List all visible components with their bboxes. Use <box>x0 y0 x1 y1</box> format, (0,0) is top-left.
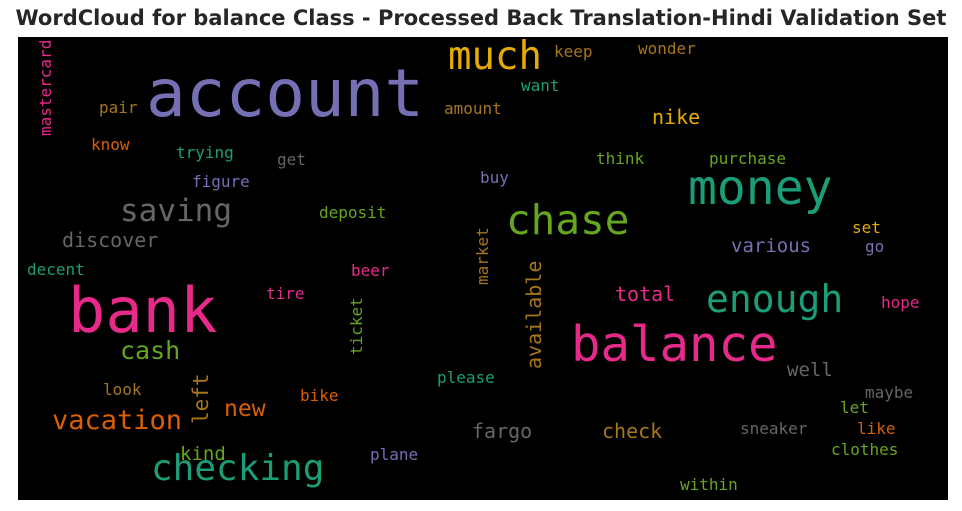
word-like: like <box>857 419 896 438</box>
word-enough: enough <box>706 277 844 321</box>
word-clothes: clothes <box>831 440 899 459</box>
word-much: much <box>448 37 542 79</box>
word-plane: plane <box>370 445 419 464</box>
word-new: new <box>224 396 266 422</box>
word-check: check <box>602 419 663 443</box>
word-beer: beer <box>351 261 390 280</box>
word-want: want <box>521 76 560 95</box>
word-discover: discover <box>62 228 159 252</box>
word-deposit: deposit <box>319 203 387 222</box>
word-figure: figure <box>192 172 250 191</box>
word-cash: cash <box>120 336 181 365</box>
word-decent: decent <box>27 260 85 279</box>
chart-title: WordCloud for balance Class - Processed … <box>15 6 947 30</box>
word-bank: bank <box>68 274 218 347</box>
word-account: account <box>146 55 425 132</box>
word-wonder: wonder <box>638 39 696 58</box>
word-keep: keep <box>554 42 593 61</box>
word-saving: saving <box>120 193 232 229</box>
word-chase: chase <box>506 196 630 244</box>
word-purchase: purchase <box>709 149 787 168</box>
word-left: left <box>189 373 213 424</box>
word-various: various <box>731 235 812 257</box>
word-available: available <box>522 260 546 369</box>
word-mastercard: mastercard <box>36 39 55 136</box>
word-set: set <box>852 218 881 237</box>
word-tire: tire <box>266 284 305 303</box>
word-total: total <box>615 282 676 306</box>
word-bike: bike <box>300 386 339 405</box>
word-think: think <box>596 149 645 168</box>
word-buy: buy <box>480 168 509 187</box>
word-know: know <box>91 135 130 154</box>
word-look: look <box>103 380 142 399</box>
word-money: money <box>688 160 833 216</box>
word-checking: checking <box>151 448 325 489</box>
word-sneaker: sneaker <box>740 419 808 438</box>
word-hope: hope <box>881 293 920 312</box>
word-let: let <box>840 398 869 417</box>
word-vacation: vacation <box>52 405 183 436</box>
word-maybe: maybe <box>865 383 914 402</box>
word-kind: kind <box>180 443 226 465</box>
word-market: market <box>473 227 492 285</box>
word-nike: nike <box>652 105 701 129</box>
word-pair: pair <box>99 98 138 117</box>
word-trying: trying <box>176 143 234 162</box>
word-amount: amount <box>444 99 502 118</box>
word-go: go <box>865 237 885 256</box>
word-ticket: ticket <box>347 297 366 355</box>
word-cloud-canvas: account bank balance money chase much enough ch… <box>18 37 948 500</box>
word-fargo: fargo <box>472 419 533 443</box>
word-get: get <box>277 150 306 169</box>
word-please: please <box>437 368 495 387</box>
word-within: within <box>680 475 738 494</box>
word-balance: balance <box>571 316 778 373</box>
word-well: well <box>787 359 833 381</box>
